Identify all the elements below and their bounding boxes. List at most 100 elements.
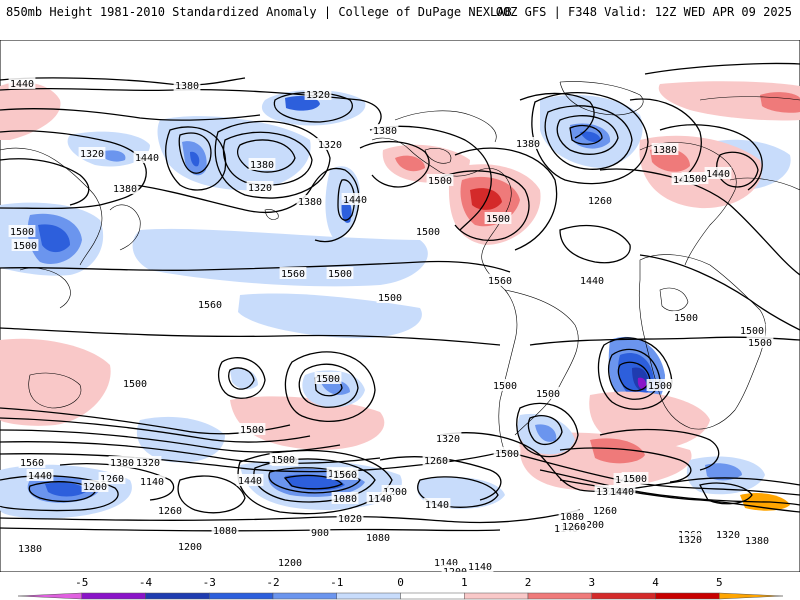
height-label-bg bbox=[493, 447, 521, 459]
height-contour bbox=[0, 108, 261, 121]
height-label-bg bbox=[16, 542, 44, 554]
height-label: 1560 bbox=[281, 269, 305, 280]
height-label-bg bbox=[441, 565, 469, 572]
height-contour bbox=[639, 254, 800, 331]
height-contour bbox=[284, 351, 376, 422]
height-contour bbox=[417, 476, 499, 508]
colorbar-segment bbox=[81, 592, 146, 600]
coastline bbox=[659, 287, 689, 312]
height-label-bg bbox=[560, 520, 588, 532]
height-label-bg bbox=[248, 158, 276, 170]
height-label-bg bbox=[591, 504, 619, 516]
height-contour bbox=[165, 126, 227, 191]
height-label: 1500 bbox=[493, 381, 517, 392]
height-label-bg bbox=[236, 474, 264, 486]
anomaly-fill bbox=[238, 293, 422, 339]
height-contour bbox=[556, 115, 619, 155]
height-contour bbox=[0, 260, 511, 273]
anomaly-fill bbox=[132, 228, 428, 287]
height-label-bg bbox=[78, 147, 106, 159]
height-label-bg bbox=[484, 212, 512, 224]
height-label-bg bbox=[331, 492, 359, 504]
height-label: 1440 bbox=[610, 487, 634, 498]
height-label: 1200 bbox=[443, 567, 467, 572]
height-label-bg bbox=[704, 167, 732, 179]
height-contour bbox=[559, 447, 692, 483]
height-label-bg bbox=[296, 195, 324, 207]
height-label-bg bbox=[743, 534, 771, 546]
height-label-bg bbox=[279, 267, 307, 279]
height-label: 1260 bbox=[424, 456, 448, 467]
height-contour bbox=[699, 482, 753, 505]
anomaly-fill bbox=[230, 396, 385, 450]
colorbar-segment bbox=[464, 592, 529, 600]
height-label-bg bbox=[121, 377, 149, 389]
colorbar-tick-label: 0 bbox=[397, 576, 404, 589]
coastline bbox=[559, 81, 644, 116]
height-label-bg bbox=[269, 453, 297, 465]
height-label-bg bbox=[746, 336, 774, 348]
height-label: 1140 bbox=[425, 500, 449, 511]
height-contour bbox=[222, 131, 313, 186]
height-label-bg bbox=[314, 372, 342, 384]
height-contour bbox=[607, 348, 661, 400]
colorbar-segment bbox=[272, 592, 337, 600]
height-label-bg bbox=[422, 454, 450, 466]
height-label-bg bbox=[196, 298, 224, 310]
height-label-bg bbox=[156, 504, 184, 516]
coastline bbox=[699, 96, 800, 101]
height-label: 1080 bbox=[333, 494, 357, 505]
colorbar-tick-label: -1 bbox=[330, 576, 343, 589]
colorbar-tick-label: 5 bbox=[716, 576, 723, 589]
anomaly-fill bbox=[637, 377, 647, 390]
coastline bbox=[394, 110, 497, 143]
anomaly-fill bbox=[382, 144, 470, 183]
height-label: 1380 bbox=[175, 81, 199, 92]
colorbar-tick-label: -5 bbox=[75, 576, 88, 589]
colorbar-segment bbox=[655, 592, 720, 600]
height-label-bg bbox=[486, 274, 514, 286]
height-label: 1380 bbox=[250, 160, 274, 171]
height-label: 1380 bbox=[110, 458, 134, 469]
coastline bbox=[0, 147, 103, 266]
coastline bbox=[639, 142, 737, 266]
height-label-bg bbox=[326, 267, 354, 279]
height-label: 1500 bbox=[10, 227, 34, 238]
height-contour bbox=[0, 158, 90, 206]
height-label-bg bbox=[309, 526, 331, 538]
colorbar-segment bbox=[336, 592, 401, 600]
height-label-bg bbox=[423, 498, 451, 510]
height-label: 1440 bbox=[580, 276, 604, 287]
height-label-bg bbox=[133, 151, 161, 163]
height-contour bbox=[599, 168, 800, 276]
coastline bbox=[109, 204, 141, 251]
height-label: 1200 bbox=[383, 487, 407, 498]
height-label: 1260 bbox=[158, 506, 182, 517]
height-contour bbox=[439, 432, 800, 493]
height-label-bg bbox=[514, 137, 542, 149]
height-label: 1500 bbox=[495, 449, 519, 460]
height-label: 1140 bbox=[468, 562, 492, 572]
height-label-bg bbox=[371, 124, 399, 136]
height-contour bbox=[134, 167, 360, 243]
height-label-bg bbox=[173, 79, 201, 91]
height-contour bbox=[0, 77, 246, 86]
height-label-bg bbox=[246, 181, 274, 193]
height-contour bbox=[544, 105, 633, 170]
height-contour bbox=[178, 132, 212, 174]
height-label-bg bbox=[651, 143, 679, 155]
coastline bbox=[638, 254, 767, 430]
height-label: 1500 bbox=[378, 293, 402, 304]
model-valid-time: 00Z GFS | F348 Valid: 12Z WED APR 09 202… bbox=[495, 5, 792, 19]
height-label: 1320 bbox=[596, 487, 620, 498]
height-label-bg bbox=[646, 379, 674, 391]
height-label: 1380 bbox=[373, 126, 397, 137]
height-contour bbox=[597, 337, 673, 410]
height-label-bg bbox=[134, 456, 162, 468]
height-contour bbox=[379, 456, 502, 501]
height-label: 900 bbox=[311, 528, 329, 539]
height-label: 1500 bbox=[123, 379, 147, 390]
height-label: 1440 bbox=[28, 471, 52, 482]
height-contour bbox=[28, 481, 96, 503]
